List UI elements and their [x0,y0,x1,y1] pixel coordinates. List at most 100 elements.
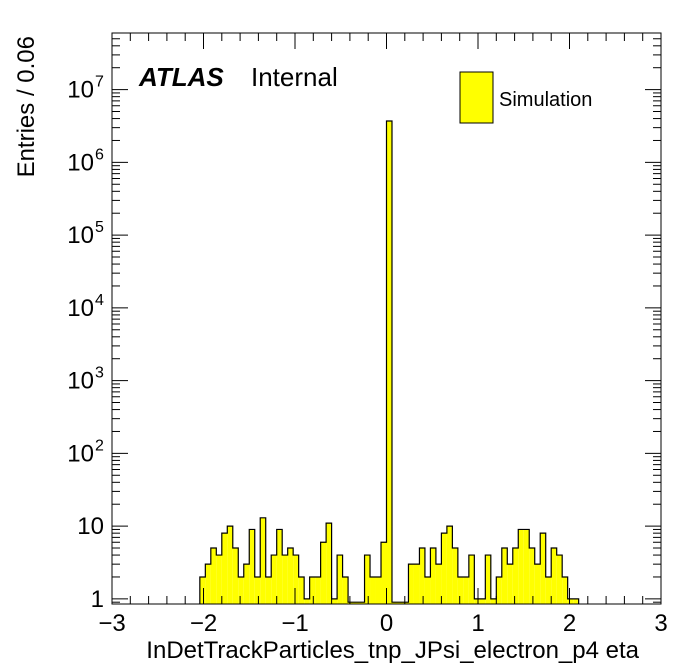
y-tick-label-exponent: 4 [95,292,104,309]
histogram-bar [260,517,266,604]
histogram-bar [205,564,211,604]
histogram-bar [446,526,453,604]
y-tick-label: 10 [67,222,94,249]
histogram-bar [523,529,530,604]
atlas-status-label: Internal [251,62,338,92]
histogram-bar [496,576,502,604]
histogram-bar [282,555,288,604]
histogram-bar [216,555,222,604]
histogram-bar [353,602,360,604]
x-tick-label: 0 [380,610,393,637]
histogram-bar [441,533,447,604]
histogram-bar [408,564,414,604]
histogram-bar [320,542,327,604]
histogram-bar [413,564,420,604]
legend: Simulation [459,71,592,124]
histogram-bar [199,576,206,604]
histogram-bar [293,555,299,604]
histogram-bar [337,555,343,604]
y-tick-label-exponent: 2 [95,437,104,454]
y-tick-label-exponent: 6 [95,146,104,163]
y-tick-label: 10 [67,295,94,322]
histogram-bar [265,576,272,604]
y-tick-label: 10 [77,513,104,540]
histogram-bar [474,598,480,604]
histogram-bar [463,576,469,604]
histogram-bar [529,548,535,604]
histogram-bar [359,602,365,604]
histogram-bar [430,548,436,604]
histogram-bar [243,564,250,604]
histogram-bar [562,576,568,604]
y-tick-label: 10 [67,368,94,395]
histogram-bar [391,602,398,604]
histogram-bar [573,598,579,604]
histogram-outline [199,120,580,604]
histogram-bar [254,576,261,604]
histogram-bar [397,602,403,604]
y-tick-label: 10 [67,149,94,176]
histogram-bar [331,598,338,604]
histogram-bar [518,529,524,604]
y-tick-label-exponent: 7 [95,74,104,91]
histogram-bar [512,548,519,604]
histogram-bars [199,120,580,605]
y-axis-label: Entries / 0.06 [13,36,40,177]
histogram-bar [490,598,497,604]
histogram-bar [424,576,431,604]
y-tick-label-exponent: 5 [95,219,104,236]
histogram-bar [551,548,557,604]
histogram-bar [309,576,316,604]
histogram-bar [457,576,464,604]
histogram-bar [402,602,409,604]
histogram-bar [298,576,305,604]
x-axis-ticks [111,33,662,604]
histogram-bar [276,529,283,604]
histogram-bar [485,555,491,604]
x-tick-label: 1 [471,610,484,637]
histogram-bar [419,548,425,604]
x-tick-label: 3 [654,610,667,637]
histogram-bar [287,548,294,604]
histogram-bar [540,533,546,604]
atlas-label: ATLAS [138,62,224,92]
histogram-bar [210,548,217,604]
histogram-bar [501,548,508,604]
histogram-bar [381,542,387,604]
y-tick-label: 10 [67,440,94,467]
legend-swatch [459,71,494,124]
histogram-bar [507,564,513,604]
histogram-bar [315,576,321,604]
histogram-bar [479,598,486,604]
histogram-bar [304,598,310,604]
y-tick-label: 1 [91,586,104,613]
x-tick-label: −1 [281,610,308,637]
histogram-bar [364,555,371,604]
histogram-bar [534,564,541,604]
histogram-bar [567,598,574,604]
histogram-bar [348,602,354,604]
histogram-bar [227,526,233,604]
x-axis-label: InDetTrackParticles_tnp_JPsi_electron_p4… [146,637,639,664]
histogram-bar [452,548,458,604]
histogram-bar [386,121,392,605]
y-axis-ticks [112,32,661,603]
histogram-bar [545,576,552,604]
y-tick-label-exponent: 3 [95,365,104,382]
y-tick-label: 10 [67,77,94,104]
histogram-bar [271,555,277,604]
x-tick-label: −3 [98,610,125,637]
x-tick-label: −2 [190,610,217,637]
histogram-bar [326,523,332,604]
histogram-bar [342,576,349,604]
legend-entry-simulation: Simulation [499,89,592,111]
histogram-bar [370,576,376,604]
histogram-bar [435,564,442,604]
histogram-bar [221,533,228,604]
x-tick-label: 2 [563,610,576,637]
histogram-bar [238,576,244,604]
histogram-bar [232,548,239,604]
histogram-bar [249,529,255,604]
